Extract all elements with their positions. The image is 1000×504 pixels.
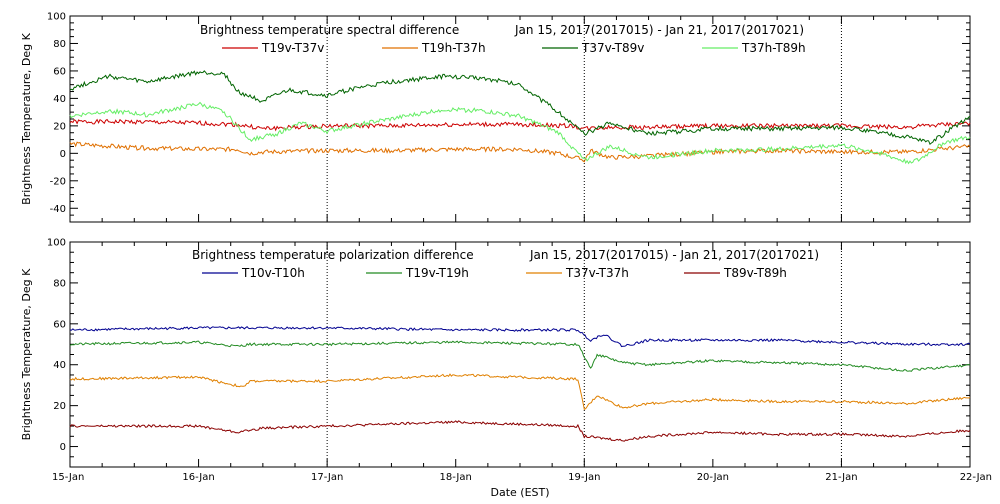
y-tick-label: 40 [53,360,66,371]
y-tick-label: 0 [60,442,66,453]
y-tick-label: 60 [53,66,66,77]
series-line-T37v-T89v [69,70,971,146]
y-tick-label: 20 [53,121,66,132]
y-tick-label: 80 [53,39,66,50]
y-tick-label: 100 [47,12,66,23]
series-line-T37h-T89h [69,101,971,165]
series-line-T89v-T89h [69,420,971,442]
x-tick-label: 21-Jan [825,472,857,483]
legend-label: T19h-T37h [421,41,486,55]
x-axis-label: Date (EST) [490,486,549,499]
legend-label: T19v-T19h [405,266,469,280]
legend-label: T10v-T10h [241,266,305,280]
series-line-T19v-T37v [69,118,971,132]
x-tick-label: 22-Jan [960,472,992,483]
x-tick-label: 16-Jan [182,472,214,483]
x-tick-label: 17-Jan [311,472,343,483]
x-tick-label: 18-Jan [440,472,472,483]
series-line-T19v-T19h [69,340,971,372]
y-tick-label: -20 [50,176,66,187]
y-tick-label: 40 [53,94,66,105]
x-tick-label: 19-Jan [568,472,600,483]
legend-label: T89v-T89h [723,266,787,280]
y-axis-label: Brightness Temperature, Deg K [20,32,33,204]
plot-frame-0 [69,15,971,223]
y-tick-label: 80 [53,278,66,289]
legend-label: T37v-T37h [565,266,629,280]
legend-label: T37h-T89h [741,41,806,55]
chart-subtitle: Jan 15, 2017(2017015) - Jan 21, 2017(201… [514,23,804,37]
y-axis-label: Brightness Temperature, Deg K [20,268,33,440]
chart-title: Brightness temperature polarization diff… [192,248,474,262]
y-tick-label: 100 [47,238,66,249]
chart-subtitle: Jan 15, 2017(2017015) - Jan 21, 2017(201… [529,248,819,262]
series-line-T37v-T37h [69,373,971,411]
y-tick-label: 20 [53,401,66,412]
legend-label: T37v-T89v [581,41,644,55]
series-line-T10v-T10h [69,326,971,348]
y-tick-label: -40 [50,204,66,215]
x-tick-label: 15-Jan [52,472,84,483]
x-tick-label: 20-Jan [697,472,729,483]
y-tick-label: 60 [53,319,66,330]
legend-label: T19v-T37v [261,41,324,55]
series-line-T19h-T37h [69,141,971,163]
y-tick-label: 0 [60,149,66,160]
chart-title: Brightness temperature spectral differen… [200,23,459,37]
